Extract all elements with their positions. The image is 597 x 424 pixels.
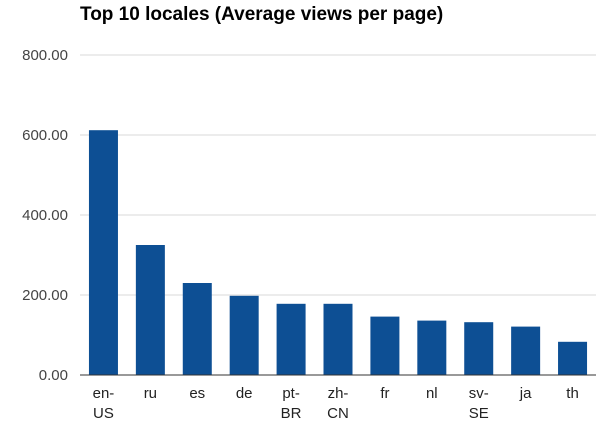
y-tick-label: 200.00 bbox=[22, 287, 68, 304]
x-tick-label: sv-SE bbox=[469, 385, 489, 422]
y-tick-label: 400.00 bbox=[22, 207, 68, 224]
gridlines bbox=[80, 54, 596, 296]
bar-pt-BR bbox=[276, 303, 306, 375]
y-tick-label: 600.00 bbox=[22, 127, 68, 144]
x-tick-label: nl bbox=[426, 385, 438, 402]
bar-es bbox=[182, 283, 212, 375]
bar-fr bbox=[370, 316, 400, 375]
x-tick-label: de bbox=[236, 385, 253, 402]
x-tick-label: fr bbox=[380, 385, 389, 402]
x-tick-label: zh-CN bbox=[327, 385, 349, 422]
bar-nl bbox=[417, 320, 447, 375]
bar-ja bbox=[511, 326, 541, 375]
x-tick-label: th bbox=[566, 385, 579, 402]
x-tick-label: pt-BR bbox=[281, 385, 302, 422]
y-tick-label: 0.00 bbox=[39, 367, 68, 384]
y-tick-label: 800.00 bbox=[22, 47, 68, 64]
bar-sv-SE bbox=[464, 322, 494, 375]
chart-title: Top 10 locales (Average views per page) bbox=[80, 4, 444, 25]
x-tick-label: ru bbox=[144, 385, 157, 402]
x-tick-label: en-US bbox=[93, 385, 115, 422]
bar-th bbox=[558, 341, 588, 375]
x-axis-ticks: en-US ru es de pt-BR zh-CN fr nl sv-SE ja th bbox=[93, 385, 579, 422]
bar-en-US bbox=[88, 130, 118, 375]
y-axis-ticks: 0.00 200.00 400.00 600.00 800.00 bbox=[22, 47, 68, 384]
bar-de bbox=[229, 295, 259, 375]
x-tick-label: es bbox=[189, 385, 205, 402]
bar-zh-CN bbox=[323, 303, 353, 375]
x-tick-label: ja bbox=[519, 385, 532, 402]
bar-ru bbox=[135, 245, 165, 375]
bars bbox=[88, 130, 588, 375]
